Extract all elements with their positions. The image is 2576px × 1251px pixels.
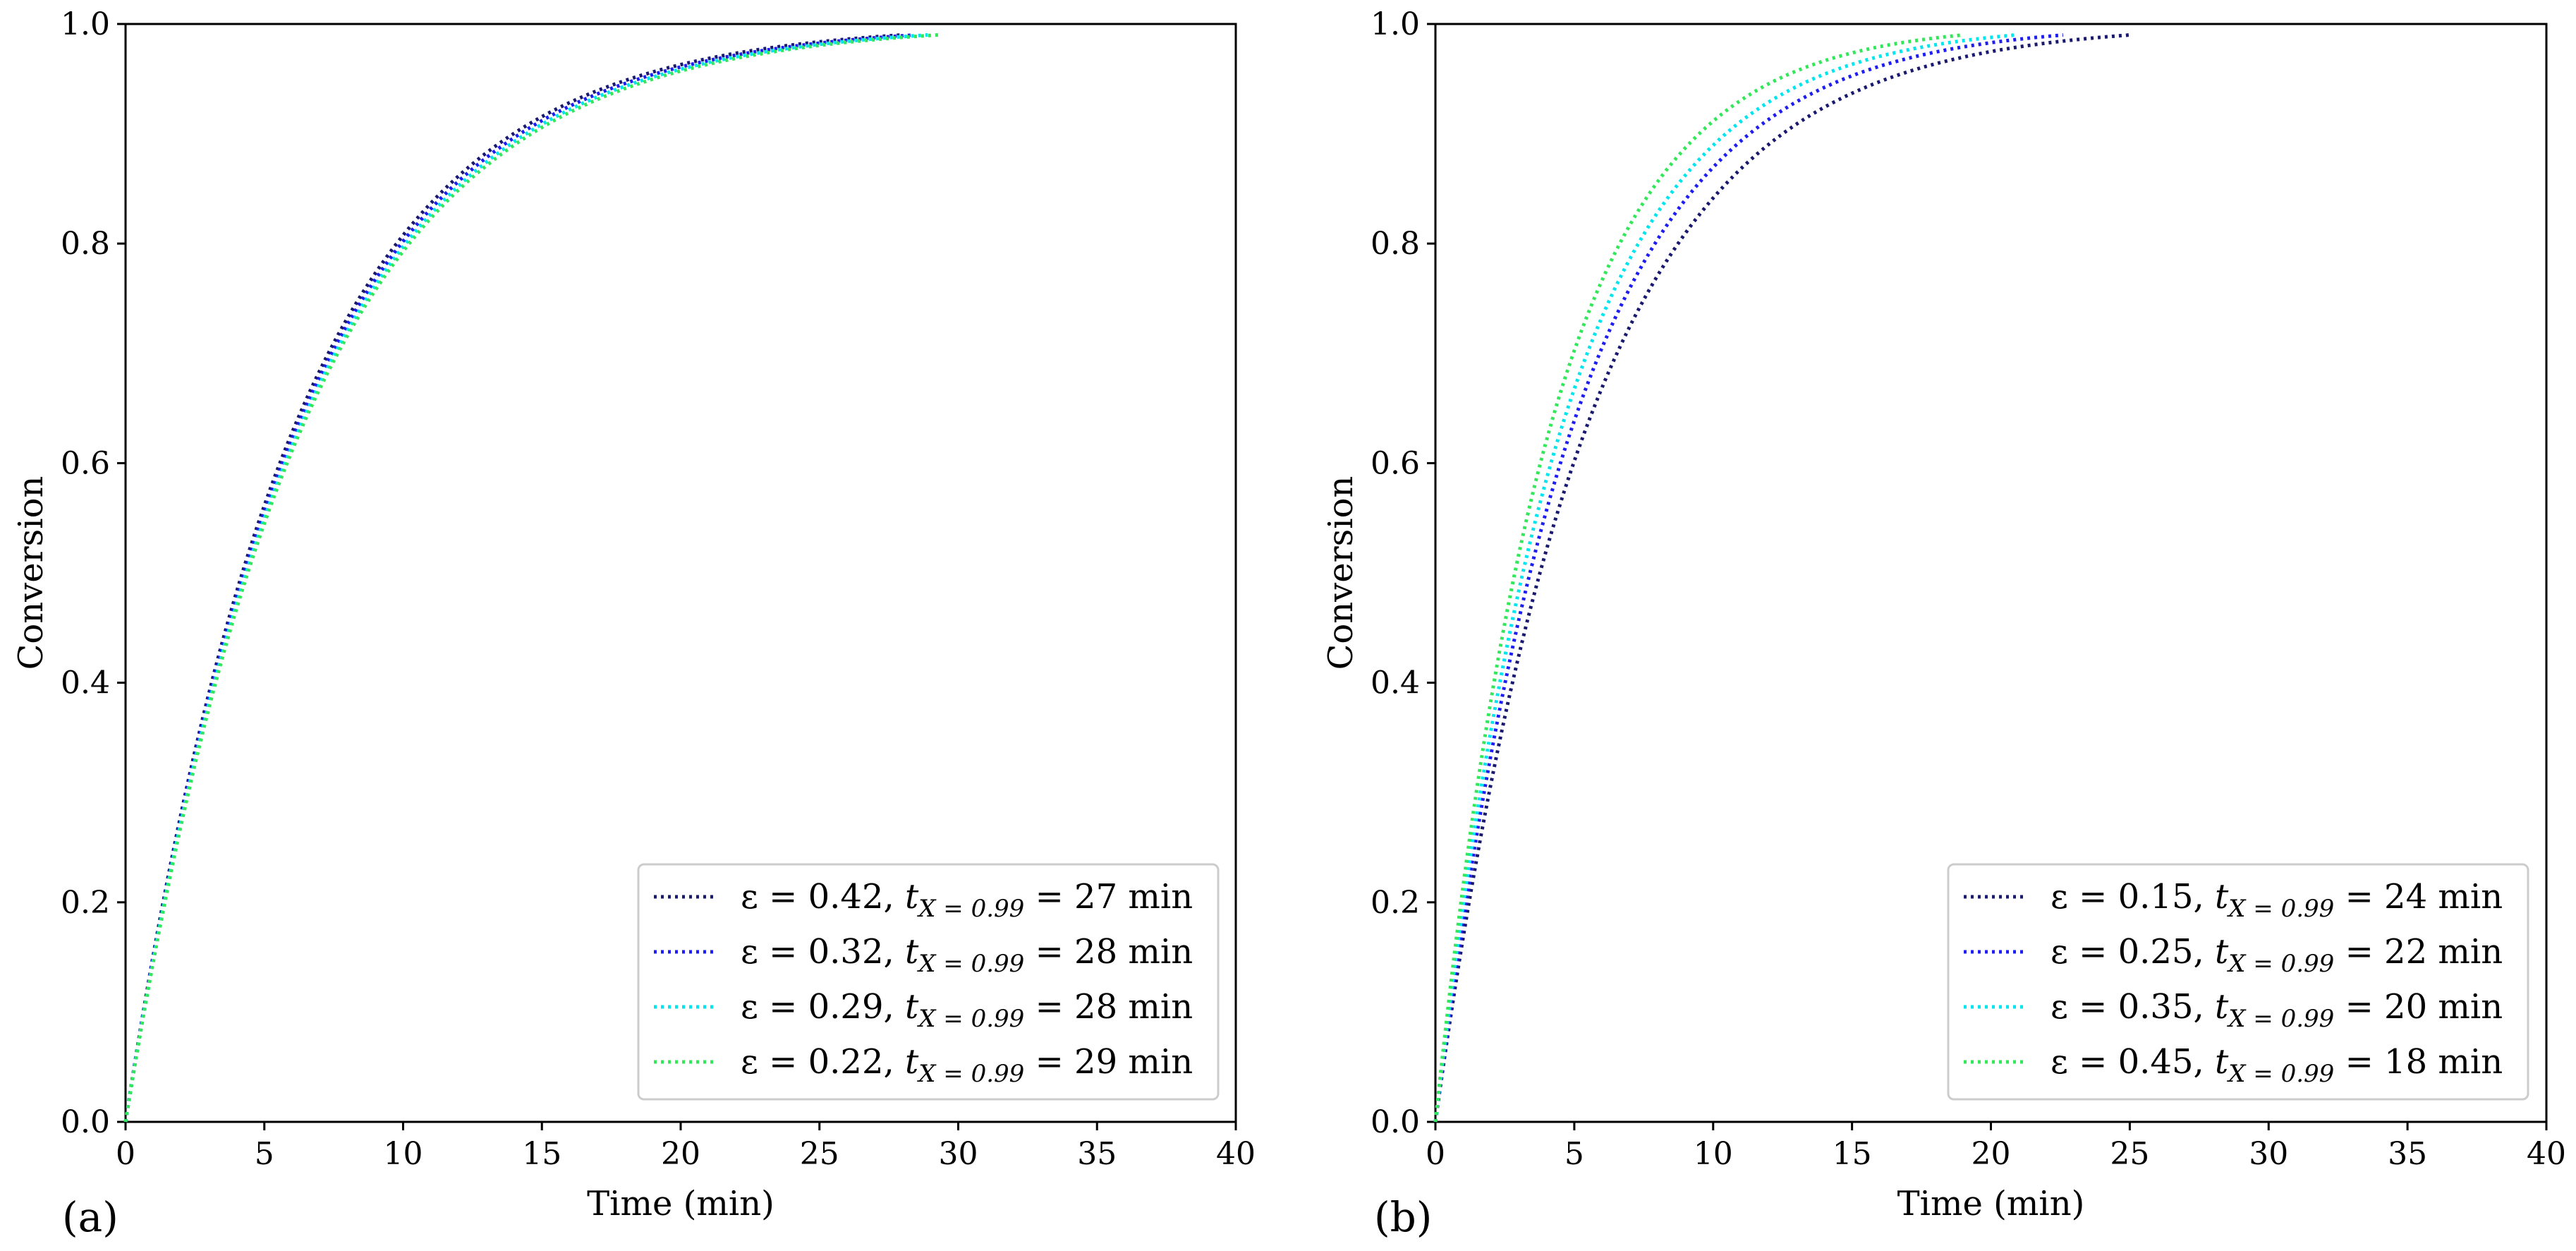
legend-entry-1: ε = 0.42, tX = 0.99 = 27 min xyxy=(741,877,1193,923)
x-tick-label: 10 xyxy=(1694,1136,1733,1172)
x-tick-label: 10 xyxy=(384,1136,423,1172)
x-tick-label: 15 xyxy=(1833,1136,1872,1172)
y-tick-label: 0.0 xyxy=(1371,1104,1420,1140)
y-tick-label: 0.2 xyxy=(1371,885,1420,921)
y-axis-label: Conversion xyxy=(1321,476,1361,670)
legend-box xyxy=(1947,863,2529,1101)
legend-entry-3: ε = 0.35, tX = 0.99 = 20 min xyxy=(2051,987,2503,1033)
y-tick-label: 0.4 xyxy=(1371,665,1420,701)
legend: ε = 0.42, tX = 0.99 = 27 min ε = 0.32, tX… xyxy=(637,863,1220,1101)
series-line-2 xyxy=(123,33,914,1123)
chart-panel-a: 0 5 10 15 20 25 30 35 40 0.0 0.2 0.4 0.6 0.8 1.0 Time (… xyxy=(11,6,1256,1241)
legend-entry-3: ε = 0.29, tX = 0.99 = 28 min xyxy=(741,987,1193,1033)
series-line-1 xyxy=(1433,33,2130,1123)
chart-panel-b: 0 5 10 15 20 25 30 35 40 0.0 0.2 0.4 0.6 0.8 1.0 Time (… xyxy=(1321,6,2566,1241)
x-tick-label: 40 xyxy=(1216,1136,1256,1172)
y-tick-label: 0.0 xyxy=(61,1104,110,1140)
x-axis-label: Time (min) xyxy=(587,1184,774,1223)
legend-entry-2: ε = 0.32, tX = 0.99 = 28 min xyxy=(741,932,1193,978)
y-tick-label: 0.8 xyxy=(61,226,110,262)
x-tick-label: 30 xyxy=(2249,1136,2288,1172)
x-tick-label: 20 xyxy=(1972,1136,2011,1172)
x-tick-label: 20 xyxy=(661,1136,700,1172)
y-tick-label: 0.4 xyxy=(61,665,110,701)
legend-entry-4: ε = 0.45, tX = 0.99 = 18 min xyxy=(2051,1042,2503,1088)
series-line-4 xyxy=(1433,33,1964,1123)
series-line-3 xyxy=(123,32,928,1123)
x-tick-label: 30 xyxy=(939,1136,978,1172)
series-line-1 xyxy=(123,33,901,1123)
x-tick-label: 5 xyxy=(1565,1136,1584,1172)
legend-entry-4: ε = 0.22, tX = 0.99 = 29 min xyxy=(741,1042,1193,1088)
x-axis-label: Time (min) xyxy=(1897,1184,2085,1223)
x-tick-label: 35 xyxy=(2388,1136,2427,1172)
y-axis-label: Conversion xyxy=(11,476,51,670)
x-tick-label: 25 xyxy=(800,1136,839,1172)
x-tick-label: 0 xyxy=(116,1136,135,1172)
y-tick-label: 1.0 xyxy=(1371,6,1420,42)
series-line-3 xyxy=(1433,33,2017,1123)
x-tick-label: 40 xyxy=(2527,1136,2566,1172)
series-line-2 xyxy=(1433,33,2064,1123)
x-tick-label: 25 xyxy=(2110,1136,2149,1172)
panel-label: (b) xyxy=(1374,1193,1432,1241)
legend-box xyxy=(637,863,1220,1101)
y-tick-label: 0.8 xyxy=(1371,226,1420,262)
y-tick-label: 1.0 xyxy=(61,6,110,42)
legend: ε = 0.15, tX = 0.99 = 24 min ε = 0.25, tX… xyxy=(1947,863,2529,1101)
y-tick-label: 0.6 xyxy=(61,445,110,481)
x-tick-label: 35 xyxy=(1077,1136,1117,1172)
x-tick-label: 0 xyxy=(1426,1136,1445,1172)
legend-entry-2: ε = 0.25, tX = 0.99 = 22 min xyxy=(2051,932,2503,978)
x-tick-label: 5 xyxy=(255,1136,274,1172)
panel-label: (a) xyxy=(62,1193,119,1241)
y-tick-label: 0.6 xyxy=(1371,445,1420,481)
series-line-4 xyxy=(123,32,940,1123)
x-tick-label: 15 xyxy=(522,1136,561,1172)
legend-entry-1: ε = 0.15, tX = 0.99 = 24 min xyxy=(2051,877,2503,923)
y-tick-label: 0.2 xyxy=(61,885,110,921)
